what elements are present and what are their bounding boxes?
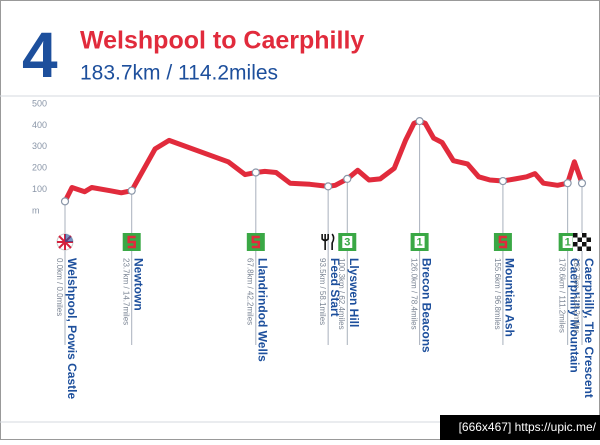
waypoint-dot: [498, 176, 508, 186]
y-tick-label: 200: [32, 163, 47, 173]
stage-number: 4: [22, 19, 58, 91]
waypoint-icon: [573, 233, 591, 251]
waypoint-icon: 1: [558, 233, 577, 251]
waypoint-distance: 100.3km / 62.4miles: [337, 258, 346, 330]
waypoint-dot: [251, 168, 260, 177]
finish-icon: [577, 237, 582, 242]
waypoint-dot: [577, 179, 587, 188]
finish-icon: [573, 246, 578, 251]
waypoint-dot: [60, 197, 70, 206]
waypoint-distance: 67.8km / 42.2miles: [246, 258, 255, 325]
waypoint-dot: [563, 179, 572, 188]
waypoint-dot: [127, 186, 136, 195]
waypoint-name: Newtown: [132, 258, 146, 311]
waypoint-icon: [321, 233, 335, 250]
waypoint-distance: 0.0km / 0.0miles: [55, 258, 64, 316]
finish-icon: [582, 237, 587, 242]
feed-icon: [321, 233, 335, 250]
climb-category: 1: [565, 236, 571, 248]
climb-category: 1: [417, 236, 423, 248]
waypoint-icon: 1: [410, 233, 429, 251]
finish-icon: [586, 242, 591, 247]
sprint-icon-mark: [251, 235, 261, 249]
finish-icon: [577, 233, 582, 238]
y-tick-label: 500: [32, 98, 47, 108]
waypoint-dot: [324, 182, 333, 191]
elevation-line: [62, 118, 585, 204]
watermark: [666x467] https://upic.me/: [459, 420, 597, 434]
start-icon-blue: [65, 234, 73, 242]
waypoint-icon: [246, 233, 265, 251]
climb-category: 3: [344, 236, 350, 248]
finish-icon: [577, 242, 582, 247]
sprint-icon-mark: [498, 235, 508, 249]
finish-icon: [573, 233, 578, 238]
waypoint-distance: 23.7km / 14.7miles: [122, 258, 131, 325]
waypoint-distance: 93.5km / 58.1miles: [318, 258, 327, 325]
climb-icon-inner: [562, 236, 573, 248]
waypoint-dot: [415, 117, 424, 126]
waypoint-distance: 126.0km / 78.4miles: [410, 258, 419, 330]
finish-icon: [573, 242, 578, 247]
chart-subtitle: 183.7km / 114.2miles: [80, 62, 278, 85]
y-tick-label: 400: [32, 120, 47, 130]
waypoint-name: Brecon Beacons: [419, 258, 433, 353]
waypoint-icon: [493, 233, 512, 251]
finish-icon: [586, 237, 591, 242]
waypoint-dots: [60, 117, 587, 206]
finish-icon: [586, 246, 591, 251]
waypoint-name: Mountian Ash: [503, 258, 517, 337]
profile: [62, 118, 585, 204]
climb-icon-inner: [414, 236, 425, 248]
waypoint-name: Welshpool, Powis Castle: [65, 258, 79, 399]
waypoint-icon: [56, 233, 74, 251]
finish-icon: [573, 237, 578, 242]
waypoint-name: Caerphilly Mountain: [567, 258, 581, 373]
waypoint-name: Caerphilly, The Crescent: [582, 258, 596, 398]
waypoint-distance: 178.6km / 111.2miles: [558, 258, 567, 333]
finish-icon: [582, 242, 587, 247]
waypoint-icon: 3: [338, 233, 357, 251]
finish-icon: [577, 246, 582, 251]
watermark-bg: [440, 415, 600, 440]
finish-icon: [582, 246, 587, 251]
y-tick-label: m: [32, 205, 40, 215]
sprint-icon-mark: [127, 235, 136, 249]
waypoint-distance: 183.7km / 114.2miles: [572, 258, 581, 333]
waypoint-name: Llyswen Hill: [347, 258, 361, 327]
chart-title: Welshpool to Caerphilly: [80, 27, 364, 55]
waypoint-icon: [122, 233, 141, 251]
waypoint-distance: 155.6km / 96.8miles: [493, 258, 502, 330]
waypoint-lines: [64, 121, 583, 345]
y-tick-label: 100: [32, 184, 47, 194]
finish-icon: [582, 233, 587, 238]
waypoint-dot: [343, 174, 352, 183]
climb-icon-inner: [342, 236, 353, 248]
y-tick-label: 300: [32, 141, 47, 151]
waypoint-name: Llandrindod Wells: [256, 258, 270, 362]
waypoint-name: Feed Start: [328, 258, 342, 317]
finish-icon: [586, 233, 591, 238]
